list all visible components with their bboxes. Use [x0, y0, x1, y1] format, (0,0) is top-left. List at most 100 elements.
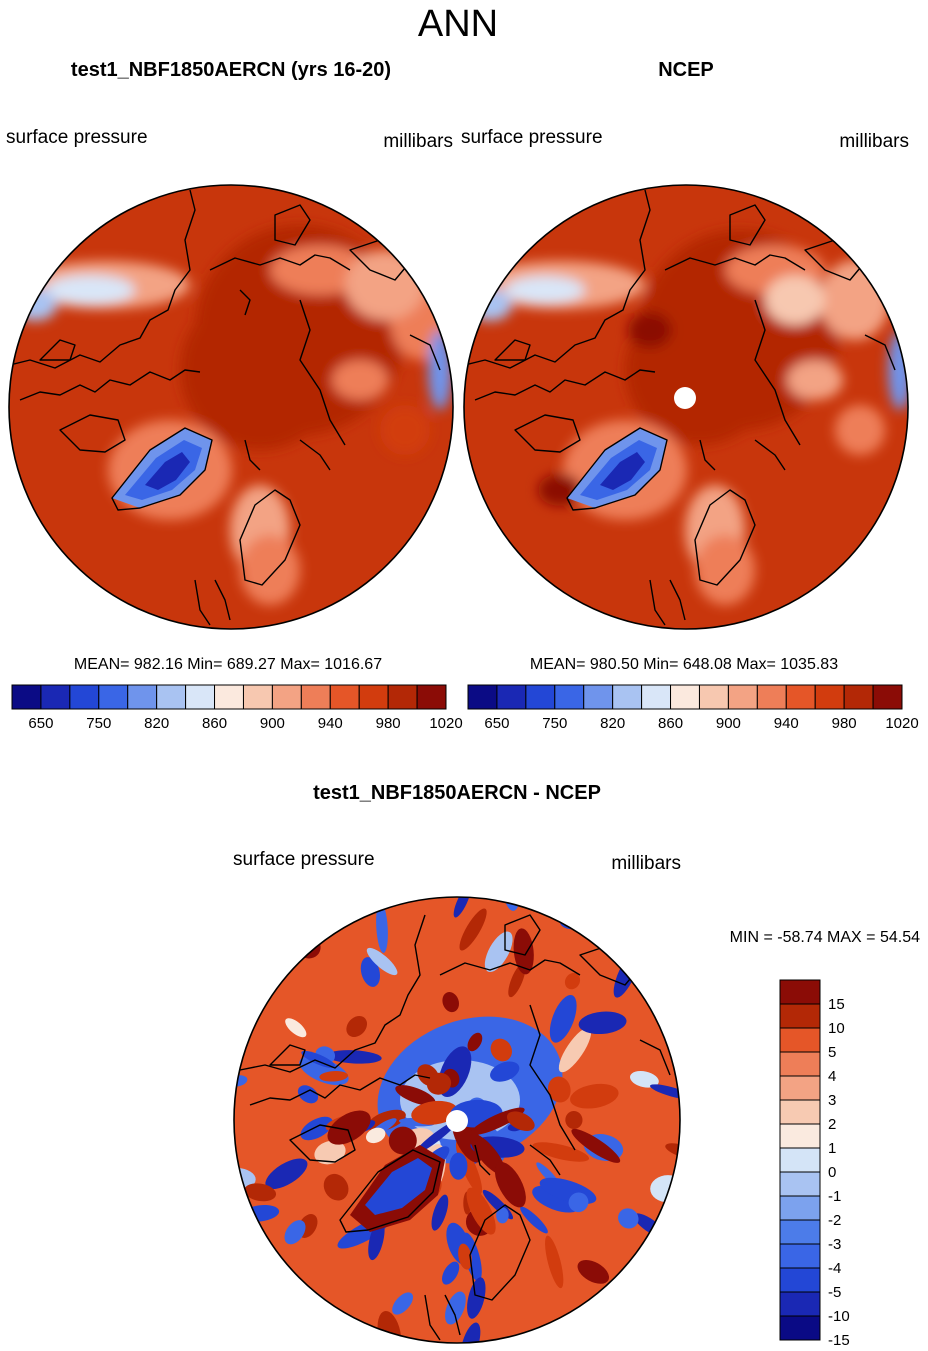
- figure-title: ANN: [418, 3, 498, 45]
- panel-obs-units: millibars: [839, 131, 909, 152]
- colorbar-box: [779, 1219, 821, 1245]
- colorbar-tick-label: 650: [484, 715, 509, 732]
- colorbar-tick-label: 820: [600, 715, 625, 732]
- colorbar-tick-label: -1: [828, 1188, 841, 1205]
- panel-obs-colorbar: 650 750 820 860 900 940 980 1020: [467, 684, 919, 732]
- panel-diff-map: [234, 897, 680, 1343]
- colorbar-tick-label: 1020: [429, 715, 462, 732]
- colorbar-box: [467, 684, 498, 710]
- panel-obs-stats: MEAN= 980.50 Min= 648.08 Max= 1035.83: [530, 656, 838, 673]
- colorbar-tick-label: 900: [260, 715, 285, 732]
- colorbar-box: [387, 684, 418, 710]
- colorbar-box: [779, 979, 821, 1005]
- colorbar-tick-label: 650: [28, 715, 53, 732]
- colorbar-box: [11, 684, 42, 710]
- panel-diff-variable: surface pressure: [233, 849, 375, 870]
- panel-model-variable: surface pressure: [6, 127, 148, 148]
- colorbar-box: [779, 1051, 821, 1077]
- colorbar-tick-label: -2: [828, 1212, 841, 1229]
- colorbar-tick-label: 0: [828, 1164, 836, 1181]
- panel-diff-units: millibars: [611, 853, 681, 874]
- colorbar-box: [756, 684, 787, 710]
- colorbar-box: [814, 684, 845, 710]
- colorbar-tick-label: -3: [828, 1236, 841, 1253]
- colorbar-box: [785, 684, 816, 710]
- panel-model-map: [9, 185, 453, 629]
- colorbar-tick-label: 980: [832, 715, 857, 732]
- colorbar-tick-label: 980: [376, 715, 401, 732]
- colorbar-tick-label: -10: [828, 1308, 850, 1325]
- colorbar-box: [214, 684, 244, 710]
- colorbar-box: [779, 1027, 821, 1053]
- colorbar-box: [779, 1075, 821, 1101]
- panel-diff-title: test1_NBF1850AERCN - NCEP: [313, 782, 601, 804]
- panel-diff-map-border: [233, 896, 681, 1344]
- colorbar-box: [156, 684, 187, 710]
- panel-model-units: millibars: [383, 131, 453, 152]
- panel-obs-variable: surface pressure: [461, 127, 603, 148]
- colorbar-box: [641, 684, 672, 710]
- colorbar-tick-label: 750: [542, 715, 567, 732]
- colorbar-box: [242, 684, 273, 710]
- colorbar-box: [583, 684, 614, 710]
- colorbar-box: [271, 684, 302, 710]
- colorbar-tick-label: 900: [716, 715, 741, 732]
- colorbar-box: [779, 1171, 821, 1197]
- colorbar-box: [127, 684, 158, 710]
- colorbar-box: [670, 684, 700, 710]
- panel-model: test1_NBF1850AERCN (yrs 16-20) surface p…: [6, 59, 463, 732]
- colorbar-box: [779, 1099, 821, 1125]
- colorbar-tick-label: 1: [828, 1140, 836, 1157]
- colorbar-box: [698, 684, 729, 710]
- colorbar-box: [329, 684, 360, 710]
- colorbar-box: [779, 1123, 821, 1149]
- colorbar-tick-label: -5: [828, 1284, 841, 1301]
- panel-obs-map: [464, 185, 908, 629]
- colorbar-box: [40, 684, 71, 710]
- colorbar-box: [612, 684, 643, 710]
- colorbar-box: [779, 1267, 821, 1293]
- colorbar-tick-label: 860: [202, 715, 227, 732]
- colorbar-tick-label: 2: [828, 1116, 836, 1133]
- colorbar-box: [416, 684, 447, 710]
- colorbar-tick-label: -4: [828, 1260, 841, 1277]
- colorbar-tick-label: 4: [828, 1068, 836, 1085]
- colorbar-box: [872, 684, 903, 710]
- colorbar-tick-label: 3: [828, 1092, 836, 1109]
- colorbar-box: [525, 684, 556, 710]
- colorbar-box: [554, 684, 585, 710]
- colorbar-box: [843, 684, 874, 710]
- colorbar-box: [358, 684, 389, 710]
- panel-model-title: test1_NBF1850AERCN (yrs 16-20): [71, 59, 391, 81]
- colorbar-tick-label: 940: [774, 715, 799, 732]
- colorbar-box: [779, 1003, 821, 1029]
- colorbar-tick-label: 15: [828, 996, 845, 1013]
- colorbar-tick-label: -15: [828, 1332, 850, 1349]
- colorbar-tick-label: 1020: [885, 715, 918, 732]
- colorbar-box: [779, 1243, 821, 1269]
- panel-model-map-border: [8, 184, 454, 630]
- panel-obs-map-border: [463, 184, 909, 630]
- colorbar-box: [779, 1315, 821, 1341]
- colorbar-box: [779, 1147, 821, 1173]
- colorbar-box: [779, 1291, 821, 1317]
- colorbar-tick-label: 5: [828, 1044, 836, 1061]
- colorbar-tick-label: 820: [144, 715, 169, 732]
- colorbar-tick-label: 860: [658, 715, 683, 732]
- colorbar-box: [300, 684, 331, 710]
- panel-obs: NCEP surface pressure millibars: [461, 59, 919, 732]
- panel-obs-title: NCEP: [658, 59, 714, 81]
- panel-diff-minmax: MIN = -58.74 MAX = 54.54: [730, 929, 920, 946]
- colorbar-box: [727, 684, 758, 710]
- colorbar-tick-label: 940: [318, 715, 343, 732]
- panel-model-colorbar: 650 750 820 860 900 940 980 1020: [11, 684, 463, 732]
- colorbar-box: [185, 684, 216, 710]
- panel-diff: test1_NBF1850AERCN - NCEP surface pressu…: [233, 782, 920, 1349]
- colorbar-box: [496, 684, 527, 710]
- colorbar-box: [98, 684, 129, 710]
- panel-model-stats: MEAN= 982.16 Min= 689.27 Max= 1016.67: [74, 656, 382, 673]
- colorbar-box: [69, 684, 100, 710]
